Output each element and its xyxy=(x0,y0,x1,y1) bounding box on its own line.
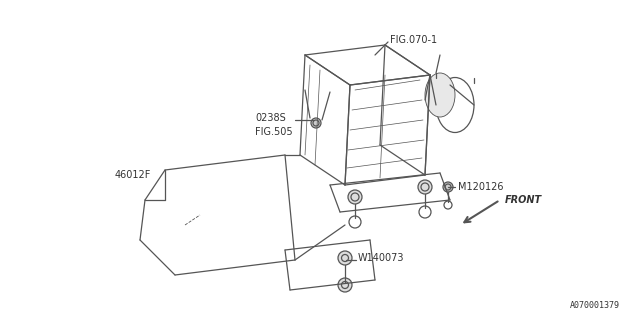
Text: 46012F: 46012F xyxy=(115,170,152,180)
Circle shape xyxy=(338,278,352,292)
Circle shape xyxy=(311,118,321,128)
Circle shape xyxy=(443,182,453,192)
Text: W140073: W140073 xyxy=(358,253,404,263)
Circle shape xyxy=(338,251,352,265)
Text: FRONT: FRONT xyxy=(505,195,542,205)
Text: FIG.070-1: FIG.070-1 xyxy=(390,35,437,45)
Text: FIG.505: FIG.505 xyxy=(255,127,292,137)
Circle shape xyxy=(418,180,432,194)
Circle shape xyxy=(348,190,362,204)
Text: 0238S: 0238S xyxy=(255,113,285,123)
Text: M120126: M120126 xyxy=(458,182,504,192)
Ellipse shape xyxy=(425,73,455,117)
Text: A070001379: A070001379 xyxy=(570,301,620,310)
